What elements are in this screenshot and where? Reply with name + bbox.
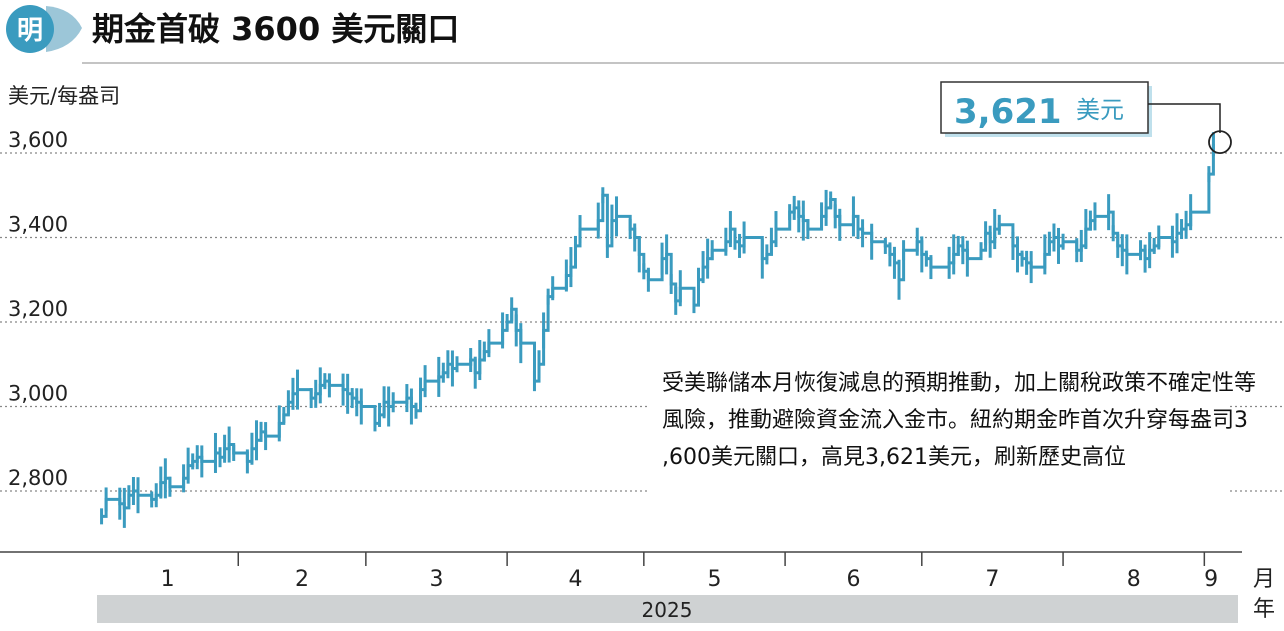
callout-leader-line (1148, 103, 1221, 133)
page-title: 期金首破 3600 美元關口 (92, 10, 459, 48)
annotation-line: ,600美元關口，高見3,621美元，刷新歷史高位 (662, 445, 1126, 470)
month-label: 2 (295, 567, 309, 592)
month-label: 6 (846, 567, 860, 592)
annotation-line: 風險，推動避險資金流入金市。紐約期金昨首次升穿每盎司3 (662, 408, 1248, 433)
y-axis-unit-label: 美元/每盎司 (8, 84, 120, 108)
year-unit-label: 年 (1253, 597, 1275, 622)
y-axis-ticks: 2,800 3,000 3,200 3,400 3,600 (8, 128, 68, 490)
price-series (100, 132, 1215, 528)
month-label: 3 (429, 567, 443, 592)
month-label: 4 (568, 567, 582, 592)
x-axis: 1 2 3 4 5 6 7 8 9 月 2025 年 (0, 551, 1275, 623)
logo-badge-tail-icon (46, 6, 82, 52)
month-label: 9 (1204, 567, 1218, 592)
y-tick-label: 3,600 (8, 128, 68, 152)
month-unit-label: 月 (1253, 567, 1275, 592)
y-tick-label: 2,800 (8, 466, 68, 490)
year-band (97, 595, 1238, 623)
annotation-line: 受美聯儲本月恢復減息的預期推動，加上關稅政策不確定性等 (662, 371, 1256, 396)
month-label: 8 (1127, 567, 1141, 592)
peak-marker (1208, 130, 1232, 155)
logo-badge-icon (6, 5, 54, 53)
month-label: 7 (985, 567, 999, 592)
month-label: 1 (161, 567, 175, 592)
callout-unit: 美元 (1076, 96, 1124, 124)
y-tick-label: 3,200 (8, 297, 68, 321)
year-label: 2025 (642, 598, 693, 622)
annotation-box: 受美聯儲本月恢復減息的預期推動，加上關稅政策不確定性等風險，推動避險資金流入金市… (650, 356, 1256, 518)
y-tick-label: 3,400 (8, 213, 68, 237)
logo-char: 明 (17, 16, 43, 46)
y-tick-label: 3,000 (8, 382, 68, 406)
callout-value: 3,621 (954, 92, 1062, 132)
month-label: 5 (707, 567, 721, 592)
callout-box (940, 81, 1149, 134)
peak-callout: 3,621 美元 (940, 81, 1232, 155)
month-ticks: 1 2 3 4 5 6 7 8 9 (161, 552, 1218, 592)
header: 明 期金首破 3600 美元關口 (6, 5, 1284, 64)
annotation-background (650, 356, 1230, 518)
annotation-text: 受美聯儲本月恢復減息的預期推動，加上關稅政策不確定性等風險，推動避險資金流入金市… (662, 371, 1256, 470)
